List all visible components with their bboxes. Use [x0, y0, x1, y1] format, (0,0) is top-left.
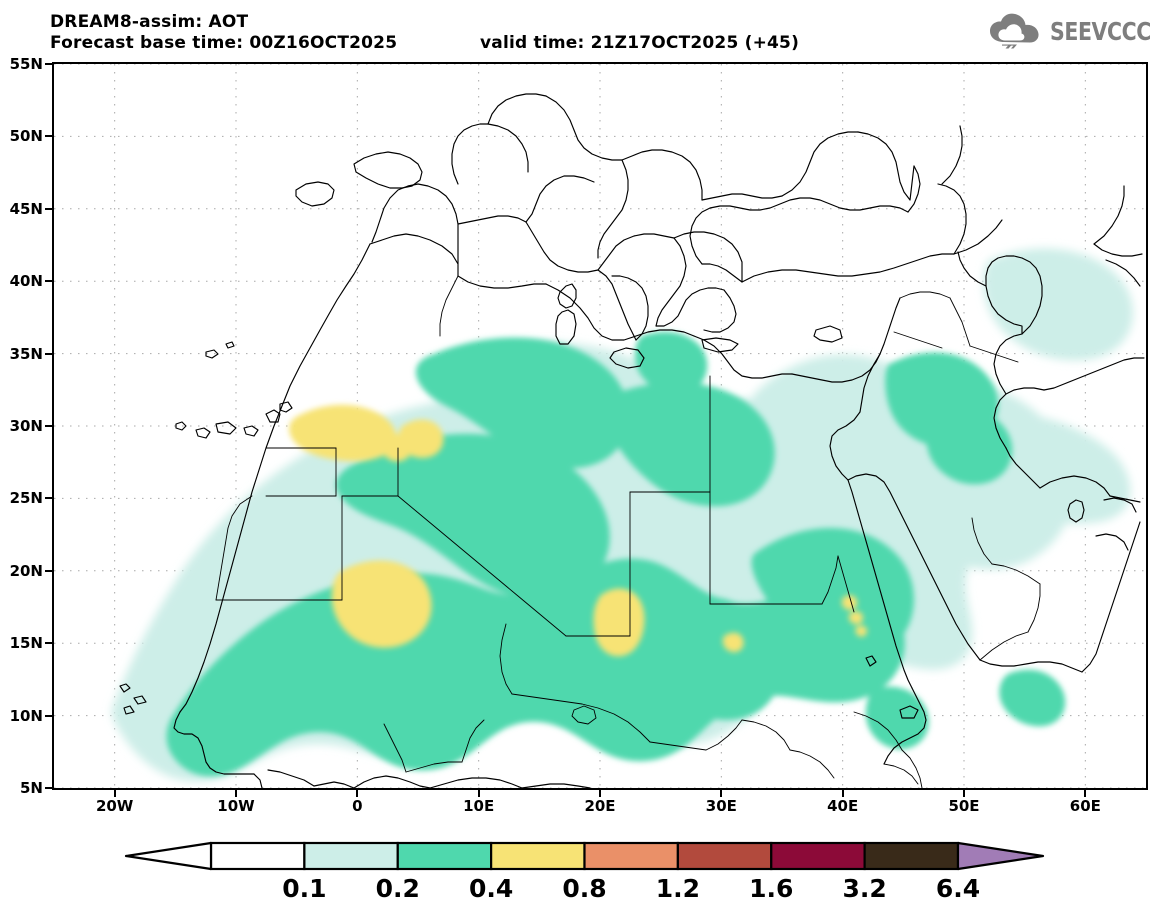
x-axis-tick	[356, 790, 359, 797]
x-axis-tick	[963, 790, 965, 797]
header: DREAM8-assim: AOT Forecast base time: 00…	[50, 12, 799, 117]
colorbar-swatches	[124, 841, 1045, 871]
map-plot-area	[52, 62, 1148, 790]
colorbar-tick-label: 0.1	[282, 874, 327, 903]
colorbar-segment	[676, 841, 773, 871]
y-axis-tick	[45, 135, 52, 138]
y-axis-tick	[45, 352, 52, 355]
y-axis-tick-label: 50N	[9, 127, 43, 146]
y-axis-tick	[45, 425, 52, 427]
x-axis-tick-label: 20E	[584, 797, 616, 815]
y-axis-tick	[45, 642, 52, 645]
y-axis-tick-label: 45N	[9, 199, 43, 218]
x-axis-tick	[1084, 790, 1087, 797]
y-axis-tick-label: 30N	[9, 417, 43, 435]
x-axis-tick	[477, 790, 480, 797]
colorbar-segment	[490, 841, 586, 871]
colorbar-tick-label: 0.8	[562, 874, 607, 903]
y-axis-tick-label: 20N	[9, 561, 43, 580]
x-axis-tick-label: 60E	[1069, 797, 1101, 815]
colorbar-under-arrow	[124, 841, 213, 871]
colorbar-tick-label: 0.2	[375, 874, 420, 903]
colorbar-tick-label: 6.4	[935, 874, 981, 903]
colorbar: 0.1 0.2 0.4 0.8 1.2 1.6 3.2 6.4	[0, 838, 1165, 905]
y-axis-tick	[45, 63, 52, 65]
y-axis-tick	[45, 569, 52, 572]
y-axis-tick-label: 25N	[9, 489, 43, 508]
x-axis-tick-label: 40E	[827, 797, 859, 815]
colorbar-tick-label: 0.4	[468, 874, 514, 903]
y-axis-tick-label: 55N	[9, 55, 43, 73]
model-title: DREAM8-assim: AOT	[50, 12, 249, 32]
colorbar-segment	[583, 841, 679, 871]
coastlines-and-borders	[119, 93, 1145, 788]
aot-contour-map	[54, 64, 1146, 788]
colorbar-tick-label: 1.2	[655, 874, 701, 903]
colorbar-tick-label: 3.2	[842, 874, 887, 903]
y-axis-tick-label: 35N	[9, 344, 43, 363]
y-axis-tick-label: 10N	[9, 706, 43, 725]
colorbar-segment	[863, 841, 960, 871]
x-axis-tick	[841, 790, 844, 797]
y-axis-tick	[45, 207, 52, 210]
x-axis-tick-label: 0	[352, 797, 363, 815]
x-axis-tick-label: 10E	[463, 797, 495, 815]
y-axis-tick	[45, 280, 52, 283]
base-time-label: Forecast base time: 00Z16OCT2025	[50, 33, 398, 53]
seevccc-logo: SEEVCCC	[988, 10, 1153, 52]
x-axis-tick-label: 50E	[948, 797, 980, 815]
aot-layer-0.4	[289, 404, 868, 657]
colorbar-segment	[770, 841, 866, 871]
colorbar-over-arrow	[956, 841, 1045, 871]
x-axis-tick	[720, 790, 723, 797]
valid-time-label: valid time: 21Z17OCT2025 (+45)	[480, 33, 800, 53]
y-axis-tick	[45, 497, 52, 500]
logo-text: SEEVCCC	[1050, 17, 1151, 46]
y-axis-tick-label: 5N	[20, 779, 43, 797]
x-axis-tick-label: 10W	[217, 797, 255, 815]
y-axis-tick-label: 15N	[9, 634, 43, 653]
gridlines	[54, 64, 1146, 788]
colorbar-tick-label: 1.6	[749, 874, 794, 903]
cloud-wind-icon	[990, 13, 1039, 49]
x-axis-tick	[599, 790, 601, 797]
y-axis-tick-label: 40N	[9, 272, 43, 291]
x-axis-tick	[113, 790, 116, 797]
colorbar-segment	[209, 841, 306, 871]
x-axis-tick-label: 20W	[95, 797, 134, 815]
x-axis-tick	[235, 790, 237, 797]
y-axis-tick	[45, 714, 52, 717]
y-axis-tick	[45, 787, 52, 789]
x-axis-tick-label: 30E	[705, 797, 737, 815]
colorbar-segment	[303, 841, 399, 871]
colorbar-segment	[396, 841, 493, 871]
